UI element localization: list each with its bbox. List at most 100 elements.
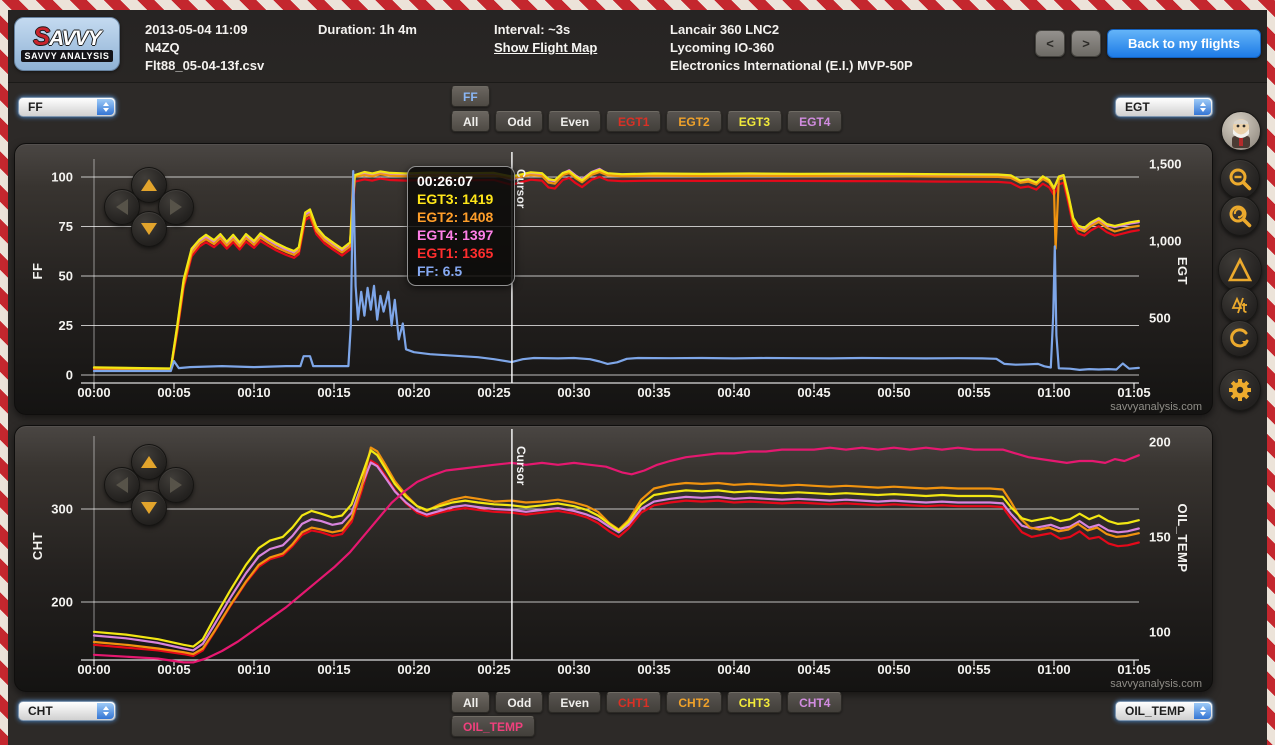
flight-datetime: 2013-05-04 11:09 xyxy=(145,22,248,37)
right-series-select-bottom[interactable]: OIL_TEMP xyxy=(1115,701,1213,721)
x-tick-label: 00:30 xyxy=(557,385,590,400)
arrow-up-icon xyxy=(141,456,157,468)
cht-oil-plot[interactable]: 00:00 00:05 00:10 00:15 00:20 00:25 00:30 00:35… xyxy=(15,426,1212,691)
toggle-even[interactable]: Even xyxy=(548,111,602,132)
zoom-reset-button[interactable] xyxy=(1220,196,1260,236)
x-tick-label: 01:05 xyxy=(1117,385,1150,400)
x-tick-label: 01:05 xyxy=(1117,662,1150,677)
delta-icon xyxy=(1227,257,1253,282)
series-EGT2 xyxy=(92,170,1140,371)
toggle-all[interactable]: All xyxy=(451,692,491,713)
left-series-select-top-value: FF xyxy=(28,100,43,114)
duration-info: Duration: 1h 4m xyxy=(318,21,417,39)
series-CHT2 xyxy=(92,446,1140,656)
series-CHT3 xyxy=(92,449,1140,648)
x-tick-label: 00:50 xyxy=(877,385,910,400)
left-tick-label: 300 xyxy=(51,502,73,517)
avatar-face-icon xyxy=(1232,119,1250,148)
arrow-right-icon xyxy=(170,199,182,215)
left-series-select-top[interactable]: FF xyxy=(18,97,116,117)
right-series-select-top[interactable]: EGT xyxy=(1115,97,1213,117)
toggle-egt4[interactable]: EGT4 xyxy=(787,111,843,132)
settings-button[interactable] xyxy=(1219,369,1261,411)
left-tick-label: 200 xyxy=(51,595,73,610)
cursor-label: Cursor xyxy=(514,169,528,209)
toggle-cht3[interactable]: CHT3 xyxy=(726,692,783,713)
toggle-odd[interactable]: Odd xyxy=(495,111,544,132)
left-series-select-bottom[interactable]: CHT xyxy=(18,701,116,721)
next-flight-button[interactable]: > xyxy=(1071,30,1101,57)
right-tick-label: 100 xyxy=(1149,625,1171,640)
x-tick-label: 00:45 xyxy=(797,662,830,677)
select-stepper-icon xyxy=(97,703,114,719)
interval-info: Interval: ~3s Show Flight Map xyxy=(494,21,597,57)
pan-down-button[interactable] xyxy=(131,211,167,247)
toggle-egt1[interactable]: EGT1 xyxy=(606,111,662,132)
delta-rate-icon xyxy=(1231,296,1247,313)
toggle-egt3[interactable]: EGT3 xyxy=(726,111,783,132)
toggle-oil-temp[interactable]: OIL_TEMP xyxy=(451,716,536,737)
back-to-flights-button[interactable]: Back to my flights xyxy=(1107,29,1261,58)
x-tick-label: 01:00 xyxy=(1037,385,1070,400)
interval-label: Interval: ~3s xyxy=(494,22,571,37)
aircraft-engine: Lycoming IO-360 xyxy=(670,40,775,55)
watermark: savvyanalysis.com xyxy=(1110,401,1202,413)
show-flight-map-link[interactable]: Show Flight Map xyxy=(494,40,598,55)
select-stepper-icon xyxy=(1194,703,1211,719)
series-EGT1 xyxy=(92,175,1140,372)
tooltip-row-egt3: EGT3: 1419 xyxy=(417,191,494,207)
zoom-reset-icon xyxy=(1229,205,1252,228)
pan-up-button[interactable] xyxy=(131,444,167,480)
x-tick-label: 00:10 xyxy=(237,662,270,677)
egt-ff-plot[interactable]: 00:00 00:05 00:10 00:15 00:20 00:25 00:30 00:35… xyxy=(15,144,1212,414)
previous-flight-button[interactable]: < xyxy=(1035,30,1065,57)
left-tick-label: 25 xyxy=(59,318,73,333)
bottom-series-toggle-group: All Odd Even CHT1 CHT2 CHT3 CHT4 xyxy=(451,692,843,713)
duration-label: Duration: 1h 4m xyxy=(318,22,417,37)
toggle-cht2[interactable]: CHT2 xyxy=(666,692,722,713)
toggle-cht1[interactable]: CHT1 xyxy=(606,692,662,713)
series-OIL_TEMP xyxy=(92,446,1140,664)
bottom-solo-toggle-group: OIL_TEMP xyxy=(451,716,536,737)
select-stepper-icon xyxy=(97,99,114,115)
x-tick-label: 00:45 xyxy=(797,385,830,400)
x-tick-label: 00:25 xyxy=(477,385,510,400)
toggle-odd[interactable]: Odd xyxy=(495,692,544,713)
toggle-all[interactable]: All xyxy=(451,111,491,132)
flight-tail-number: N4ZQ xyxy=(145,40,180,55)
right-series-select-top-value: EGT xyxy=(1125,100,1150,114)
replay-button[interactable] xyxy=(1221,320,1258,357)
right-series-select-bottom-value: OIL_TEMP xyxy=(1125,704,1186,718)
toggle-egt2[interactable]: EGT2 xyxy=(666,111,722,132)
x-tick-label: 00:05 xyxy=(157,385,190,400)
tooltip-row-ff: FF: 6.5 xyxy=(417,263,463,279)
top-series-toggle-group: All Odd Even EGT1 EGT2 EGT3 EGT4 xyxy=(451,111,843,132)
pan-right-button[interactable] xyxy=(158,467,194,503)
x-tick-label: 00:55 xyxy=(957,385,990,400)
toggle-even[interactable]: Even xyxy=(548,692,602,713)
arrow-left-icon xyxy=(116,477,128,493)
x-tick-label: 00:00 xyxy=(77,662,110,677)
arrow-down-icon xyxy=(141,502,157,514)
x-tick-label: 00:05 xyxy=(157,662,190,677)
series-EGT4 xyxy=(92,167,1140,371)
toggle-cht4[interactable]: CHT4 xyxy=(787,692,843,713)
x-tick-label: 00:35 xyxy=(637,662,670,677)
savvy-logo[interactable]: SAVVY SAVVY ANALYSIS xyxy=(14,17,120,71)
left-tick-label: 75 xyxy=(59,219,73,234)
toggle-ff[interactable]: FF xyxy=(451,86,490,107)
delta-rate-mode-button[interactable] xyxy=(1221,286,1258,323)
select-stepper-icon xyxy=(1194,99,1211,115)
tooltip-time: 00:26:07 xyxy=(417,173,474,189)
right-tick-label: 150 xyxy=(1149,530,1171,545)
replay-icon xyxy=(1229,327,1248,347)
pan-down-button[interactable] xyxy=(131,490,167,526)
zoom-out-button[interactable] xyxy=(1220,159,1260,199)
x-tick-label: 00:30 xyxy=(557,662,590,677)
top-solo-toggle-group: FF xyxy=(451,86,490,107)
x-tick-label: 00:15 xyxy=(317,662,350,677)
right-tick-label: 1,000 xyxy=(1149,234,1182,249)
series-FF xyxy=(92,170,1140,373)
x-tick-label: 00:50 xyxy=(877,662,910,677)
user-avatar[interactable] xyxy=(1221,111,1261,151)
